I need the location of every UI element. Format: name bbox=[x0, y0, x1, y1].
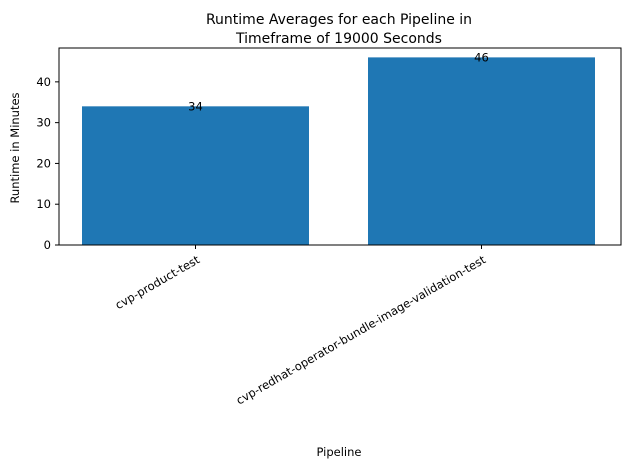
y-tick-label: 40 bbox=[36, 75, 51, 89]
bar bbox=[82, 106, 309, 246]
bar bbox=[368, 57, 595, 245]
x-axis-label: Pipeline bbox=[316, 445, 361, 459]
data-label: 34 bbox=[188, 99, 203, 113]
y-tick-label: 10 bbox=[36, 197, 51, 211]
y-tick-label: 30 bbox=[36, 116, 51, 130]
y-axis-label: Runtime in Minutes bbox=[8, 92, 22, 203]
plot-frame bbox=[58, 47, 622, 246]
y-tick-label: 20 bbox=[36, 156, 51, 170]
chart-title-line-2: Timeframe of 19000 Seconds bbox=[235, 31, 442, 47]
data-label: 46 bbox=[474, 50, 489, 64]
chart-title-line-1: Runtime Averages for each Pipeline in bbox=[206, 12, 472, 28]
y-tick-label: 0 bbox=[44, 238, 51, 252]
